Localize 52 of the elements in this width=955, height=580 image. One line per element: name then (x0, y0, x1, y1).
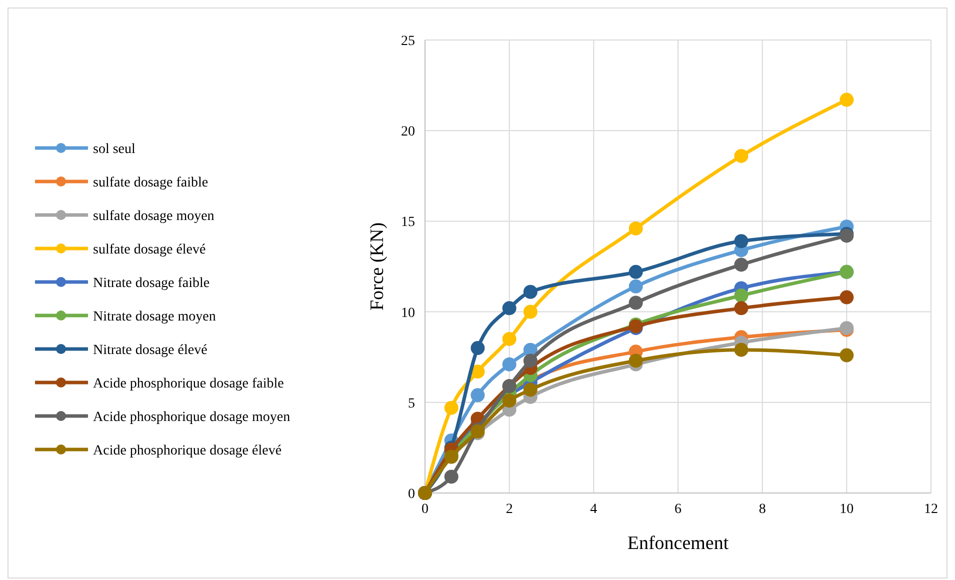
legend-label: Nitrate dosage faible (93, 276, 210, 291)
point (628, 354, 643, 368)
y-tick-label: 15 (401, 215, 415, 230)
point (470, 341, 485, 356)
y-tick-label: 20 (401, 124, 415, 140)
point (840, 92, 854, 107)
point (734, 288, 748, 302)
x-axis-title: Enfoncement (627, 533, 730, 554)
point (523, 304, 538, 319)
point (502, 301, 516, 316)
point (523, 284, 538, 299)
y-tick-label: 5 (408, 396, 415, 412)
x-tick-label: 4 (590, 502, 598, 517)
legend-label: Acide phosphorique dosage moyen (93, 410, 290, 425)
point (734, 148, 748, 163)
x-tick-label: 12 (924, 502, 938, 517)
point (734, 234, 748, 248)
legend-label: sol seul (93, 142, 136, 157)
point (502, 332, 516, 346)
legend-label: sulfate dosage faible (93, 176, 208, 190)
point (734, 258, 748, 272)
point (502, 394, 516, 408)
legend-label: Acide phosphorique dosage faible (93, 376, 284, 392)
legend-label: Nitrate dosage élevé (93, 343, 208, 358)
point (628, 279, 643, 294)
x-tick-label: 10 (840, 502, 854, 517)
point (628, 264, 643, 279)
x-tick-label: 6 (674, 502, 682, 517)
point (444, 470, 458, 484)
legend-label: Nitrate dosage moyen (93, 310, 216, 324)
point (444, 400, 458, 415)
point (470, 364, 485, 379)
legend-label: sulfate dosage élevé (93, 242, 206, 258)
point (523, 382, 538, 397)
x-tick-label: 2 (506, 502, 513, 517)
point (502, 357, 516, 372)
point (840, 290, 854, 304)
legend-label: sulfate dosage moyen (93, 209, 214, 224)
y-tick-label: 0 (408, 487, 415, 502)
x-tick-label: 8 (758, 502, 766, 517)
x-tick-label: 0 (422, 502, 428, 517)
point (470, 388, 485, 402)
point (840, 348, 854, 362)
y-tick-label: 25 (401, 34, 415, 49)
y-axis-title: Force (KN) (367, 222, 388, 311)
point (734, 301, 748, 316)
point (628, 296, 643, 310)
y-tick-label: 10 (401, 306, 415, 321)
legend-label: Acide phosphorique dosage élevé (93, 444, 282, 458)
point (734, 342, 748, 357)
point (628, 221, 643, 236)
point (523, 354, 538, 368)
